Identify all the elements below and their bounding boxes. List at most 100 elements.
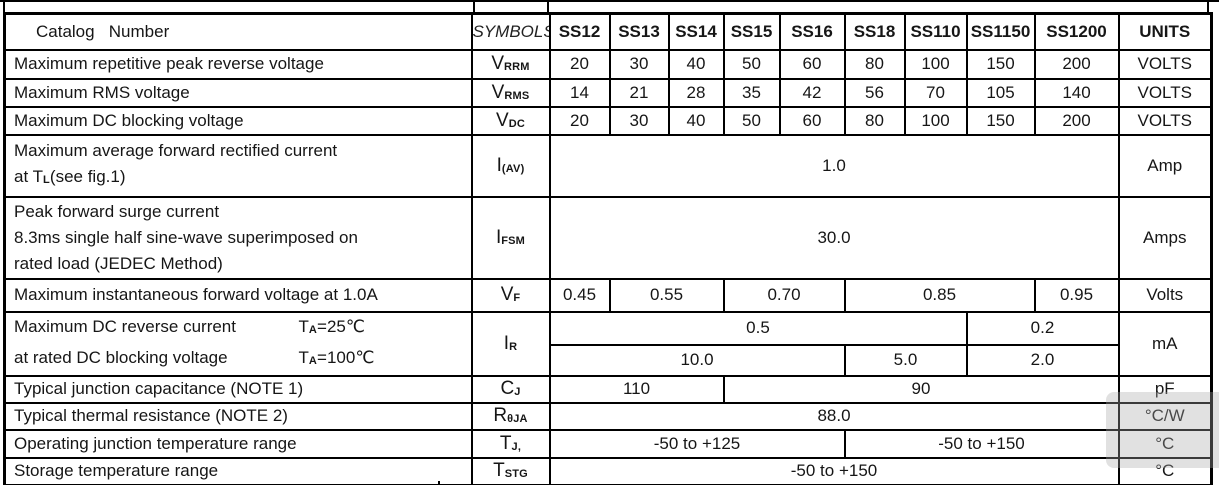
maximum-ratings-table: Catalog Number SYMBOLS SS12 SS13 SS14 SS… <box>3 12 1213 485</box>
part-column-header: SS1200 <box>1033 12 1120 51</box>
vf-description: Maximum instantaneous forward voltage at… <box>3 277 473 313</box>
vrms-value: 56 <box>843 77 906 108</box>
frame-stub <box>547 0 549 12</box>
tj-description: Operating junction temperature range <box>3 428 473 459</box>
table-row-ir-100c: 10.0 5.0 2.0 <box>5 343 1212 377</box>
rthja-description: Typical thermal resistance (NOTE 2) <box>3 401 473 431</box>
vf-value: 0.85 <box>843 277 1036 313</box>
vdc-value: 50 <box>722 105 781 136</box>
header-row: Catalog Number SYMBOLS SS12 SS13 SS14 SS… <box>3 12 1213 51</box>
ir-description: Maximum DC reverse current TA=25℃ at rat… <box>3 310 473 377</box>
vrrm-value: 20 <box>548 48 611 80</box>
vrrm-value: 40 <box>667 48 725 80</box>
vdc-description: Maximum DC blocking voltage <box>3 105 473 136</box>
vrrm-description: Maximum repetitive peak reverse voltage <box>3 48 473 80</box>
units-header: UNITS <box>1117 12 1213 51</box>
table-row-ifsm: Peak forward surge current 8.3ms single … <box>3 195 1213 280</box>
tj-unit: °C <box>1117 428 1213 459</box>
rthja-unit: °C/W <box>1117 401 1213 431</box>
part-column-header: SS15 <box>722 12 781 51</box>
table-row-vf: Maximum instantaneous forward voltage at… <box>3 277 1213 313</box>
ir-value-100c: 2.0 <box>965 343 1120 377</box>
part-column-header: SS110 <box>903 12 968 51</box>
vrms-value: 105 <box>965 77 1036 108</box>
ifsm-unit: Amps <box>1117 195 1213 280</box>
tj-value: -50 to +150 <box>843 428 1120 459</box>
part-column-header: SS14 <box>667 12 725 51</box>
table-row-iav: Maximum average forward rectified curren… <box>3 133 1213 198</box>
catalog-number-header: Catalog Number <box>3 12 473 51</box>
part-column-header: SS16 <box>778 12 846 51</box>
vrms-value: 35 <box>722 77 781 108</box>
vrrm-symbol: VRRM <box>470 48 551 80</box>
tstg-symbol: TSTG <box>470 456 551 485</box>
vdc-unit: VOLTS <box>1117 105 1213 136</box>
iav-unit: Amp <box>1117 133 1213 198</box>
ifsm-description: Peak forward surge current 8.3ms single … <box>3 195 473 280</box>
vrms-value: 42 <box>778 77 846 108</box>
cj-unit: pF <box>1117 374 1213 404</box>
vf-value: 0.45 <box>548 277 611 313</box>
vrrm-value: 60 <box>778 48 846 80</box>
ir-value-25c: 0.2 <box>965 310 1120 346</box>
vdc-value: 80 <box>843 105 906 136</box>
table-row-vdc: Maximum DC blocking voltage VDC 20 30 40… <box>3 105 1213 136</box>
vdc-value: 60 <box>778 105 846 136</box>
symbols-header: SYMBOLS <box>470 12 551 51</box>
iav-symbol: I(AV) <box>470 133 551 198</box>
ir-symbol: IR <box>470 310 551 377</box>
table-row-rthja: Typical thermal resistance (NOTE 2) RθJA… <box>3 401 1213 431</box>
vdc-value: 40 <box>667 105 725 136</box>
cj-symbol: CJ <box>470 374 551 404</box>
rthja-symbol: RθJA <box>470 401 551 431</box>
tj-symbol: TJ, <box>470 428 551 459</box>
tstg-value: -50 to +150 <box>548 456 1120 485</box>
ifsm-value: 30.0 <box>548 195 1120 280</box>
part-column-header: SS12 <box>548 12 611 51</box>
ir-unit: mA <box>1117 310 1213 377</box>
page-frame-top-line <box>0 0 1219 2</box>
ir-value-25c: 0.5 <box>548 310 968 346</box>
vrms-unit: VOLTS <box>1117 77 1213 108</box>
vdc-symbol: VDC <box>470 105 551 136</box>
frame-stub <box>3 0 5 12</box>
vrrm-value: 100 <box>903 48 968 80</box>
tj-value: -50 to +125 <box>548 428 846 459</box>
part-column-header: SS13 <box>608 12 670 51</box>
tstg-description: Storage temperature range <box>3 456 473 485</box>
vrms-value: 14 <box>548 77 611 108</box>
vrms-value: 21 <box>608 77 670 108</box>
table-row-tstg: Storage temperature range TSTG -50 to +1… <box>3 456 1213 485</box>
vrrm-value: 30 <box>608 48 670 80</box>
vf-value: 0.95 <box>1033 277 1120 313</box>
vdc-value: 150 <box>965 105 1036 136</box>
vf-value: 0.70 <box>722 277 846 313</box>
vrms-value: 28 <box>667 77 725 108</box>
table-row-tj: Operating junction temperature range TJ,… <box>3 428 1213 459</box>
ir-value-100c: 10.0 <box>548 343 846 377</box>
cj-value: 110 <box>548 374 725 404</box>
table-row-vrms: Maximum RMS voltage VRMS 14 21 28 35 42 … <box>3 77 1213 108</box>
vrrm-value: 50 <box>722 48 781 80</box>
part-column-header: SS1150 <box>965 12 1036 51</box>
frame-stub <box>1207 0 1209 12</box>
table-row-cj: Typical junction capacitance (NOTE 1) CJ… <box>3 374 1213 404</box>
vrms-value: 70 <box>903 77 968 108</box>
ifsm-symbol: IFSM <box>470 195 551 280</box>
vf-value: 0.55 <box>608 277 725 313</box>
vf-symbol: VF <box>470 277 551 313</box>
vf-unit: Volts <box>1117 277 1213 313</box>
vdc-value: 30 <box>608 105 670 136</box>
vrms-symbol: VRMS <box>470 77 551 108</box>
vrms-description: Maximum RMS voltage <box>3 77 473 108</box>
vdc-value: 200 <box>1033 105 1120 136</box>
vrrm-value: 150 <box>965 48 1036 80</box>
frame-stub <box>473 0 475 12</box>
vrrm-value: 200 <box>1033 48 1120 80</box>
table-row-vrrm: Maximum repetitive peak reverse voltage … <box>3 48 1213 80</box>
vrrm-value: 80 <box>843 48 906 80</box>
cj-description: Typical junction capacitance (NOTE 1) <box>3 374 473 404</box>
part-column-header: SS18 <box>843 12 906 51</box>
iav-value: 1.0 <box>548 133 1120 198</box>
